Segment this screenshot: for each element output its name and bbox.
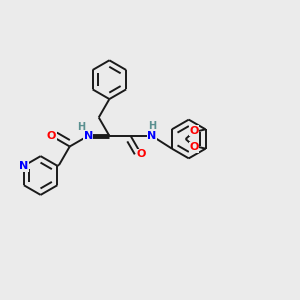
Text: O: O: [189, 126, 199, 136]
Text: O: O: [136, 149, 146, 159]
Text: H: H: [148, 121, 156, 131]
Text: O: O: [46, 131, 56, 141]
Text: N: N: [19, 161, 28, 171]
Text: N: N: [147, 131, 157, 141]
Text: O: O: [189, 142, 199, 152]
Text: N: N: [83, 131, 93, 141]
Text: H: H: [77, 122, 85, 132]
